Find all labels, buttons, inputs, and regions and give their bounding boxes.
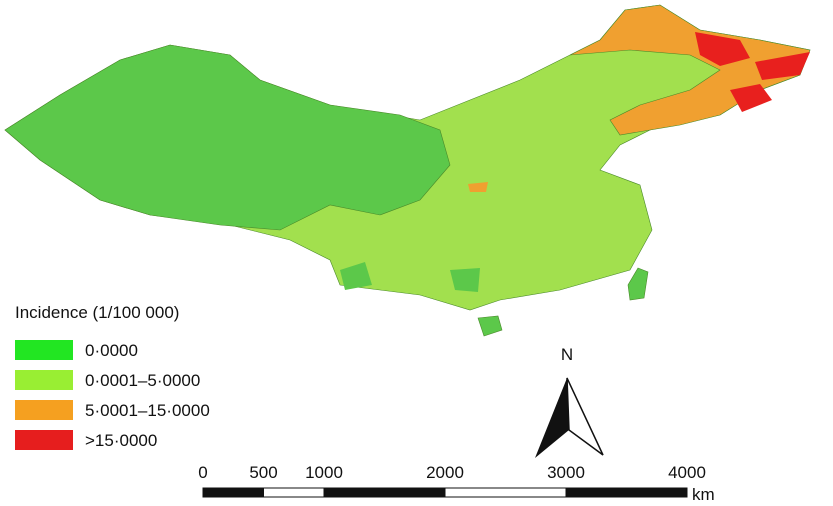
- legend-label: 0·0000: [85, 341, 138, 360]
- map: [4, 4, 811, 337]
- scale-segment: [263, 487, 325, 498]
- region-west: [4, 44, 451, 231]
- scale-segment: [565, 487, 688, 498]
- region-green-patch: [340, 262, 372, 290]
- scale-segment: [323, 487, 446, 498]
- scale-label: 3000: [547, 463, 585, 482]
- legend-swatch: [15, 370, 73, 390]
- region-high-2: [755, 52, 810, 80]
- scale-segment: [202, 487, 264, 498]
- region-high-3: [730, 84, 772, 112]
- island-taiwan: [627, 267, 649, 301]
- scale-label: 2000: [426, 463, 464, 482]
- region-green-patch: [450, 268, 480, 292]
- scale-label: 4000: [668, 463, 706, 482]
- scale-label: 1000: [305, 463, 343, 482]
- legend-label: 0·0001–5·0000: [85, 371, 200, 390]
- scale-unit: km: [692, 485, 715, 504]
- legend: Incidence (1/100 000) 0·0000 0·0001–5·000…: [15, 303, 210, 450]
- legend-swatch: [15, 340, 73, 360]
- region-orange-spot: [468, 182, 488, 192]
- region-high-1: [695, 32, 750, 66]
- north-label: N: [561, 345, 573, 364]
- scale-segment: [444, 487, 567, 498]
- scale-bar: 0 500 1000 2000 3000 4000 km: [198, 463, 714, 504]
- arrow-light: [566, 377, 604, 456]
- legend-swatch: [15, 400, 73, 420]
- legend-title: Incidence (1/100 000): [15, 303, 179, 322]
- region-northeast: [569, 4, 811, 136]
- island-hainan: [477, 315, 503, 337]
- arrow-dark: [535, 378, 569, 458]
- legend-swatch: [15, 430, 73, 450]
- legend-label: >15·0000: [85, 431, 157, 450]
- scale-label: 500: [249, 463, 277, 482]
- legend-label: 5·0001–15·0000: [85, 401, 210, 420]
- scale-label: 0: [198, 463, 207, 482]
- north-arrow: N: [535, 345, 604, 458]
